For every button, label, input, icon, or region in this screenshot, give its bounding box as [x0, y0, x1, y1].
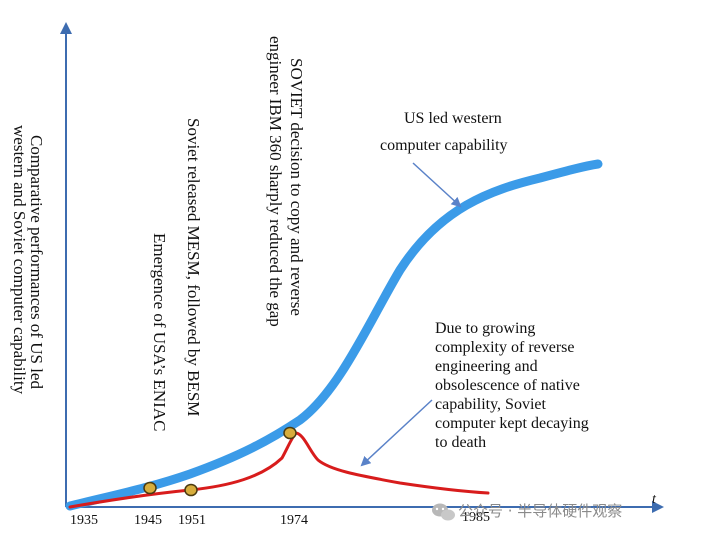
mesm-annotation: Soviet released MESM, followed by BESM	[184, 118, 203, 416]
marker-eniac	[143, 481, 157, 495]
tick-1974: 1974	[280, 513, 308, 528]
tick-1951: 1951	[178, 513, 206, 528]
soviet-annotation-line: obsolescence of native	[435, 377, 580, 394]
soviet-annotation-line: to death	[435, 434, 486, 451]
soviet-annotation: Due to growing complexity of reverse eng…	[435, 320, 589, 451]
ibm360-annotation-line2: engineer IBM 360 sharply reduced the gap	[266, 36, 285, 327]
tick-1935: 1935	[70, 513, 98, 528]
marker-ibm360	[283, 426, 297, 440]
soviet-capability-curve	[68, 431, 490, 509]
wechat-icon	[432, 503, 455, 521]
soviet-annotation-arrow	[360, 399, 433, 467]
us-annotation-arrow	[412, 162, 462, 208]
soviet-annotation-line: complexity of reverse	[435, 339, 575, 356]
watermark: 公众号 · 半导体硬件观察	[432, 502, 622, 521]
x-axis-end-label: t	[652, 492, 657, 507]
marker-mesm	[184, 483, 198, 497]
soviet-annotation-line: Due to growing	[435, 320, 535, 337]
watermark-text: 公众号 · 半导体硬件观察	[458, 502, 622, 520]
soviet-annotation-line: computer kept decaying	[435, 415, 589, 432]
soviet-annotation-line: engineering and	[435, 358, 538, 375]
eniac-annotation: Emergence of USA’s ENIAC	[150, 233, 169, 431]
us-capability-curve	[65, 159, 603, 511]
us-annotation-line2: computer capability	[380, 137, 508, 154]
y-axis-label-line2: western and Soviet computer capability	[10, 125, 29, 395]
soviet-annotation-line: capability, Soviet	[435, 396, 546, 413]
us-annotation-line1: US led western	[404, 110, 502, 127]
ibm360-annotation-line1: SOVIET decision to copy and reverse	[287, 58, 306, 316]
y-axis-label-line1: Comparative performances of US led	[27, 135, 46, 389]
tick-1985: 1985	[462, 510, 490, 525]
tick-1945: 1945	[134, 513, 162, 528]
